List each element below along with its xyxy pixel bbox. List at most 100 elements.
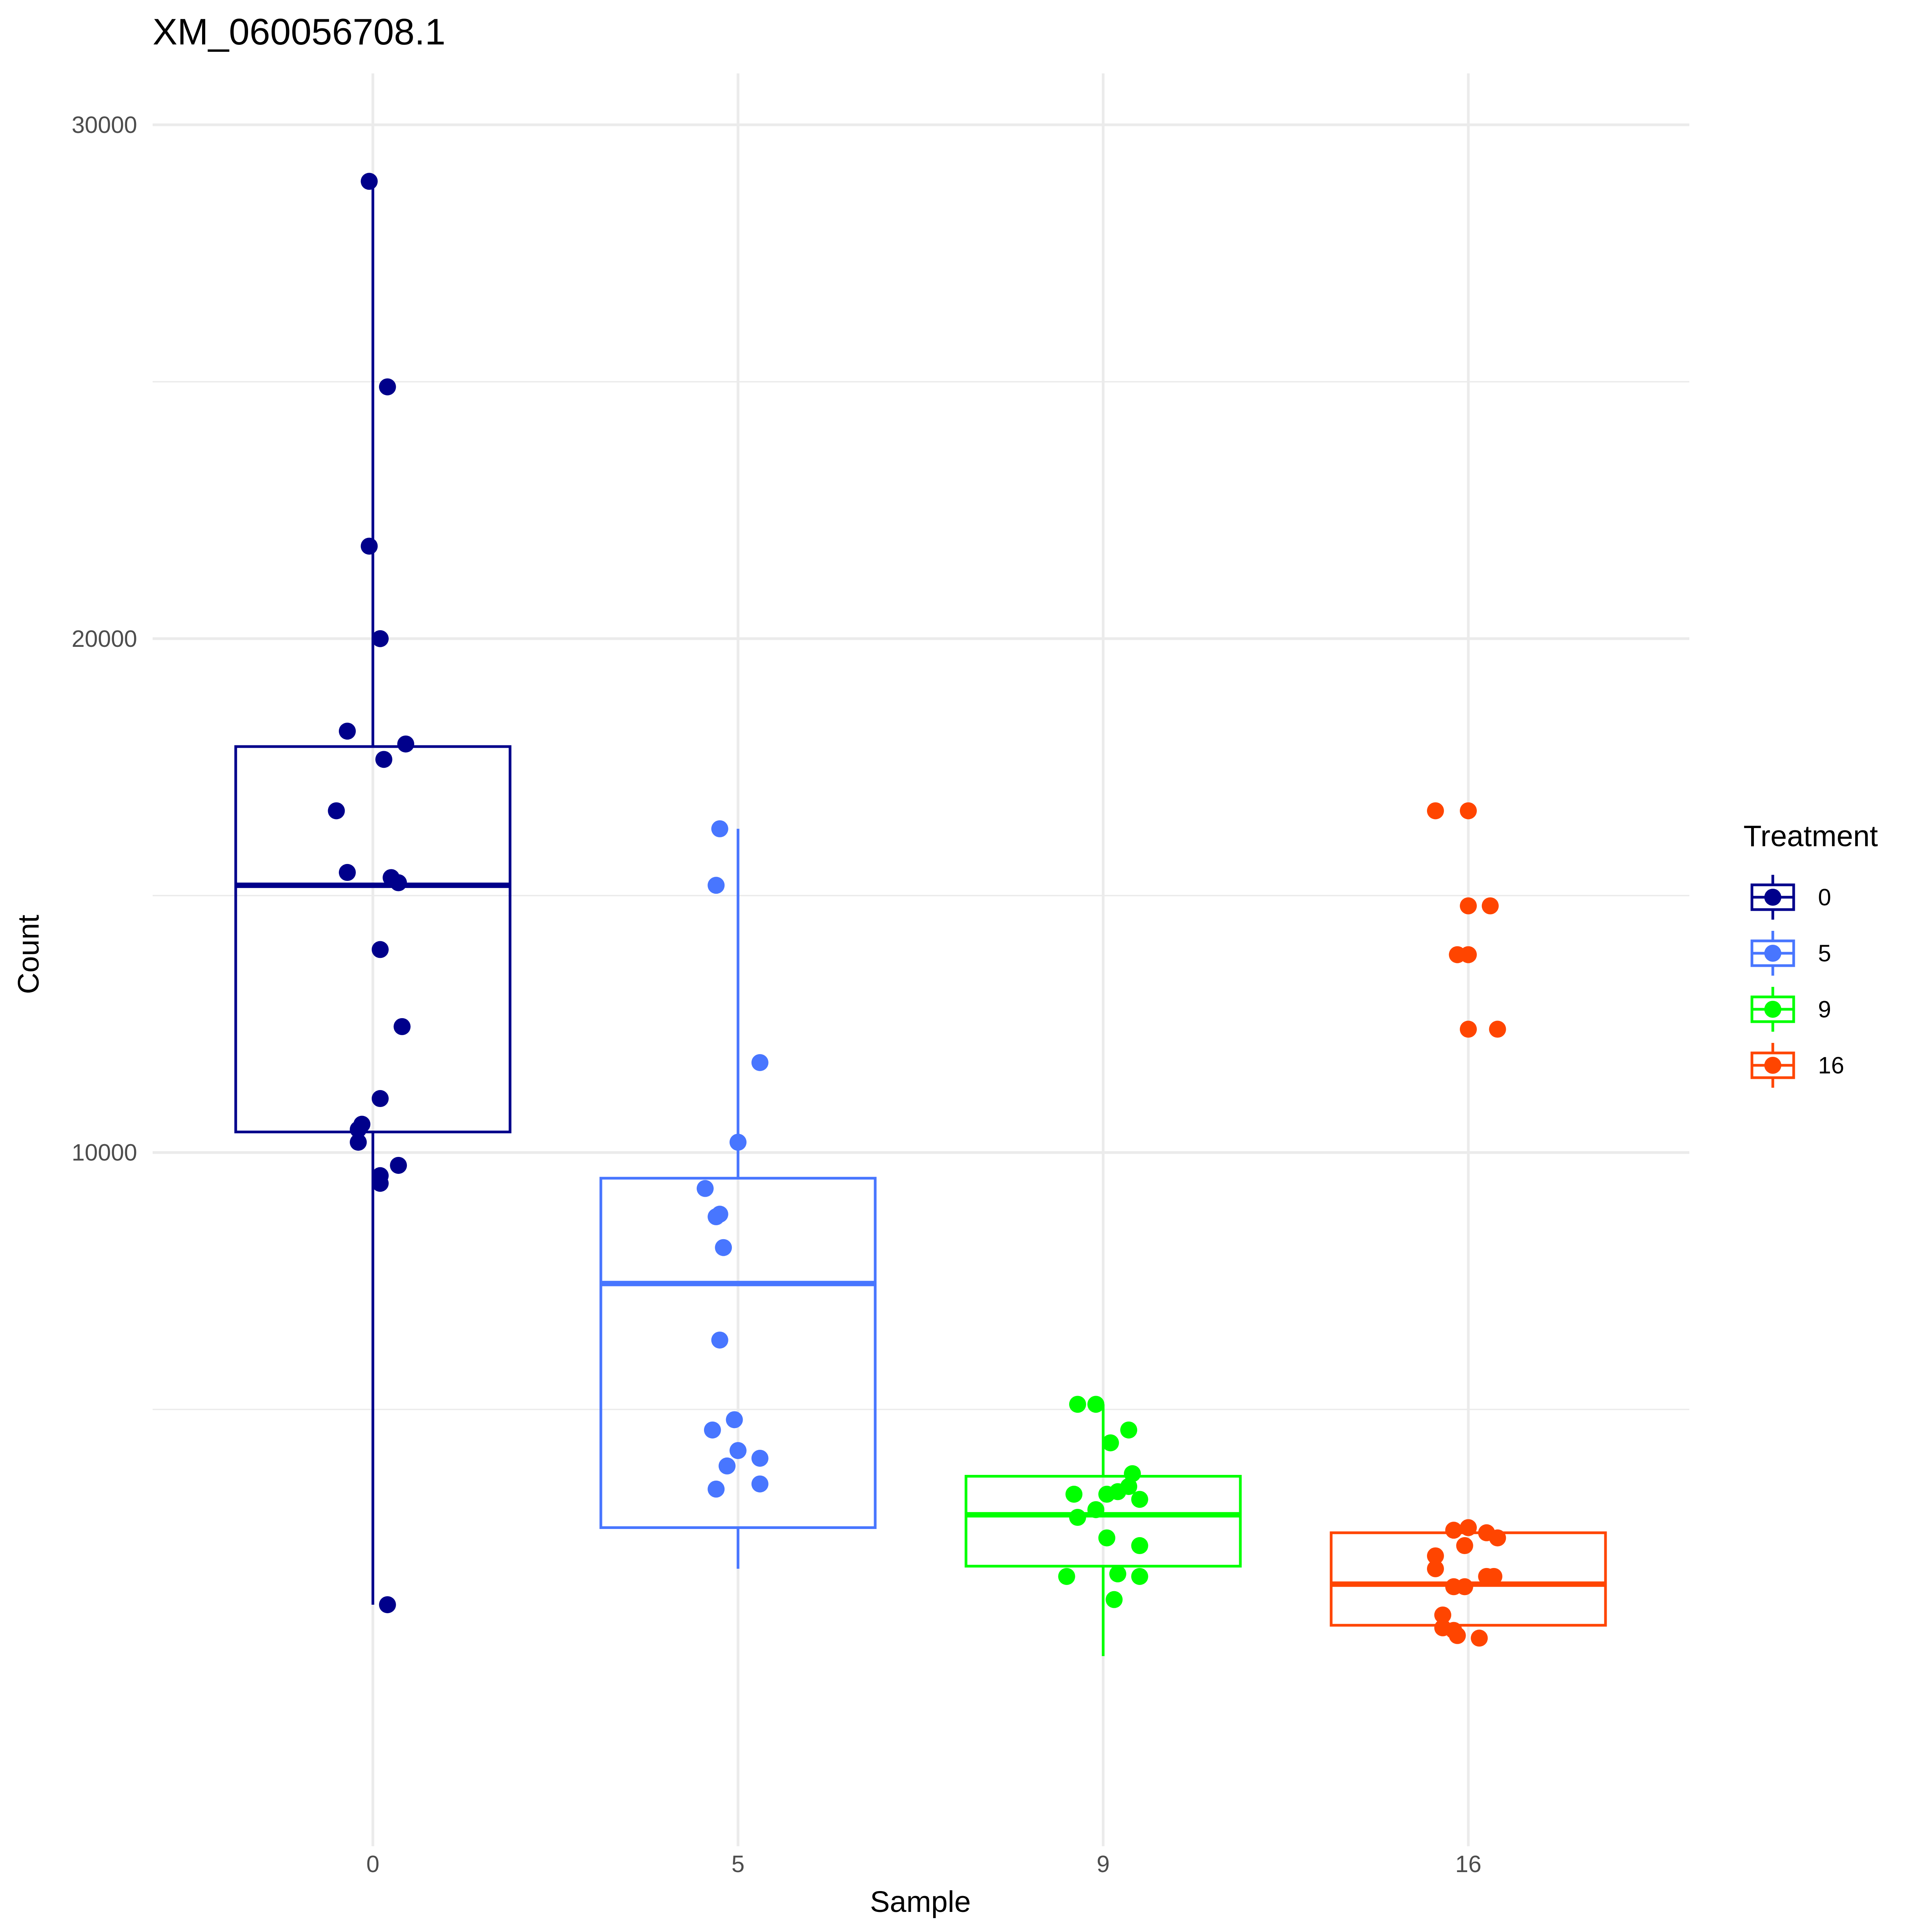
data-point-9 <box>1109 1565 1126 1583</box>
data-point-9 <box>1087 1396 1105 1413</box>
legend-title: Treatment <box>1743 820 1878 853</box>
data-point-0 <box>350 1121 367 1138</box>
data-point-5 <box>718 1457 736 1475</box>
data-point-9 <box>1120 1421 1138 1439</box>
box-plot-5 <box>599 828 877 1569</box>
data-point-5 <box>751 1449 769 1467</box>
data-point-9 <box>1124 1465 1141 1482</box>
data-point-5 <box>730 1134 747 1151</box>
data-point-16 <box>1445 1522 1463 1539</box>
data-point-5 <box>751 1054 769 1071</box>
data-point-16 <box>1471 1629 1488 1647</box>
data-point-16 <box>1489 1529 1506 1547</box>
legend-label: 16 <box>1818 1052 1844 1078</box>
data-point-0 <box>397 735 415 753</box>
y-axis-title: Count <box>12 915 45 994</box>
data-point-0 <box>390 874 407 891</box>
data-point-0 <box>371 1175 389 1192</box>
legend-key-point <box>1764 1001 1781 1018</box>
legend-key-point <box>1764 889 1781 906</box>
x-axis-title: Sample <box>870 1885 971 1918</box>
legend-item-5: 5 <box>1750 931 1831 976</box>
box-body <box>599 1177 877 1529</box>
legend-label: 0 <box>1818 884 1831 910</box>
y-axis-ticks: 10000 20000 30000 <box>71 112 137 1166</box>
data-point-16 <box>1460 802 1477 820</box>
data-point-0 <box>371 941 389 958</box>
data-point-5 <box>707 1480 725 1498</box>
legend-label: 9 <box>1818 996 1831 1022</box>
data-point-16 <box>1456 1537 1473 1554</box>
box-body <box>234 745 512 1134</box>
data-point-16 <box>1489 1020 1506 1038</box>
data-point-9 <box>1098 1486 1116 1503</box>
data-point-16 <box>1460 897 1477 915</box>
data-point-16 <box>1460 1020 1477 1038</box>
data-point-0 <box>379 1596 396 1613</box>
box-plot-9 <box>964 1404 1242 1656</box>
data-point-9 <box>1105 1591 1123 1608</box>
data-point-9 <box>1131 1491 1148 1508</box>
data-points <box>328 173 1506 1647</box>
x-axis-ticks: 0 5 9 16 <box>366 1851 1481 1877</box>
data-point-5 <box>696 1180 714 1197</box>
data-point-9 <box>1065 1486 1083 1503</box>
data-point-16 <box>1460 946 1477 963</box>
x-tick-label: 16 <box>1455 1851 1481 1877</box>
data-point-16 <box>1449 1627 1466 1644</box>
data-point-0 <box>361 537 378 555</box>
data-point-9 <box>1087 1501 1105 1518</box>
data-point-16 <box>1456 1578 1473 1595</box>
box-plots <box>234 181 1607 1656</box>
legend-item-9: 9 <box>1750 987 1831 1032</box>
data-point-5 <box>704 1421 721 1439</box>
data-point-16 <box>1427 802 1444 820</box>
data-point-16 <box>1460 1519 1477 1536</box>
data-point-0 <box>328 802 345 820</box>
data-point-0 <box>350 1134 367 1151</box>
data-point-0 <box>371 1090 389 1107</box>
data-point-0 <box>379 378 396 396</box>
chart-title: XM_060056708.1 <box>153 11 446 53</box>
box-plot-0 <box>234 181 512 1605</box>
data-point-0 <box>338 723 356 740</box>
x-tick-label: 5 <box>731 1851 745 1877</box>
data-point-5 <box>711 820 728 837</box>
data-point-16 <box>1478 1568 1495 1585</box>
legend-key-point <box>1764 945 1781 962</box>
data-point-0 <box>371 630 389 647</box>
data-point-0 <box>375 751 393 768</box>
data-point-9 <box>1131 1568 1148 1585</box>
y-tick-label: 10000 <box>71 1139 137 1166</box>
x-tick-label: 9 <box>1097 1851 1110 1877</box>
data-point-5 <box>707 1208 725 1225</box>
x-tick-label: 0 <box>366 1851 379 1877</box>
data-point-16 <box>1427 1547 1444 1565</box>
data-point-0 <box>390 1156 407 1174</box>
data-point-16 <box>1481 897 1499 915</box>
legend-item-0: 0 <box>1750 875 1831 920</box>
data-point-0 <box>338 864 356 881</box>
box-body <box>964 1475 1242 1568</box>
data-point-9 <box>1058 1568 1075 1585</box>
legend-item-16: 16 <box>1750 1043 1844 1088</box>
data-point-0 <box>393 1018 411 1035</box>
legend-key-point <box>1764 1057 1781 1074</box>
data-point-0 <box>361 173 378 190</box>
data-point-16 <box>1434 1606 1451 1624</box>
data-point-5 <box>726 1411 743 1429</box>
y-tick-label: 30000 <box>71 112 137 138</box>
y-tick-label: 20000 <box>71 626 137 652</box>
data-point-9 <box>1069 1509 1086 1526</box>
data-point-9 <box>1098 1529 1116 1547</box>
data-point-9 <box>1102 1434 1119 1452</box>
data-point-5 <box>711 1332 728 1349</box>
data-point-16 <box>1427 1560 1444 1577</box>
legend-label: 5 <box>1818 940 1831 966</box>
data-point-5 <box>730 1442 747 1459</box>
legend-items: 0 5 9 16 <box>1750 875 1844 1088</box>
legend: Treatment 0 5 9 16 <box>1743 820 1878 1088</box>
data-point-5 <box>715 1239 732 1256</box>
